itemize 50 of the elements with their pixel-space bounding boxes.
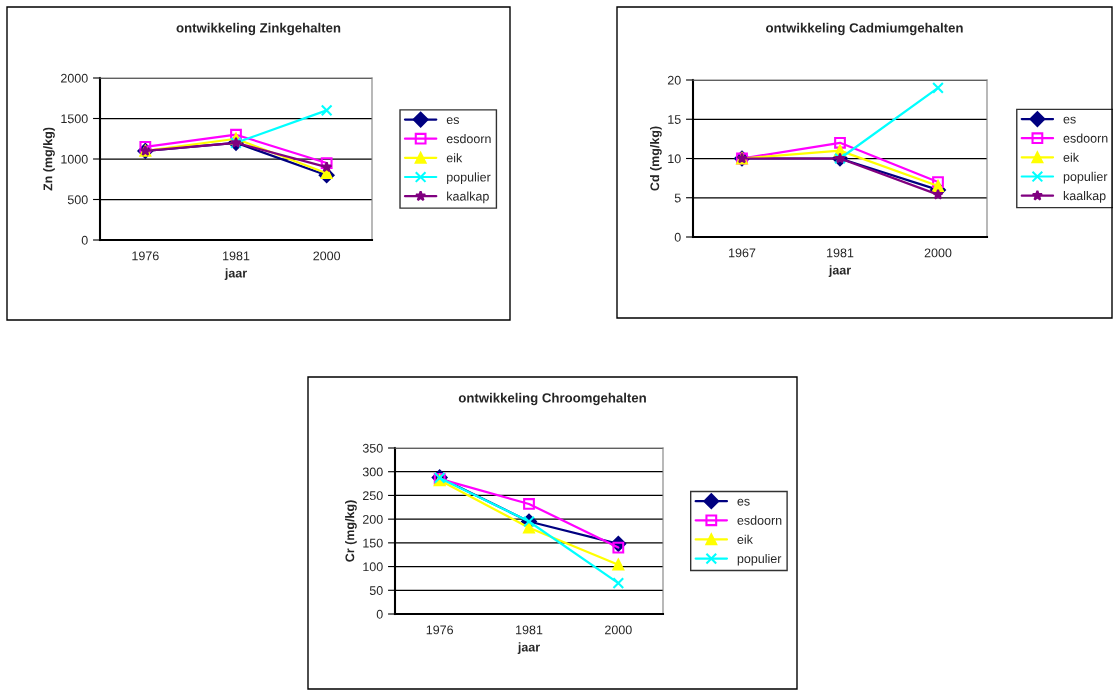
- y-tick-label: 350: [362, 443, 383, 453]
- x-tick-label: 1981: [223, 251, 250, 261]
- x-axis-title: jaar: [828, 265, 851, 277]
- y-tick-label: 500: [67, 195, 88, 205]
- x-axis-title: jaar: [517, 642, 540, 654]
- legend-label: eik: [737, 534, 753, 544]
- x-tick-label: 1976: [132, 251, 159, 261]
- legend-label: kaalkap: [447, 191, 489, 204]
- y-axis-title: Cd (mg/kg): [650, 126, 662, 191]
- y-tick-label: 200: [362, 514, 383, 524]
- legend-label: es: [446, 117, 460, 125]
- y-tick-label: 0: [674, 232, 681, 242]
- x-axis-title: jaar: [224, 268, 247, 280]
- x-tick-label: 1981: [827, 248, 854, 258]
- legend-label: es: [737, 498, 750, 506]
- x-tick-label: 2000: [924, 248, 952, 258]
- legend-label: es: [1063, 116, 1076, 124]
- y-tick-label: 50: [369, 586, 383, 595]
- y-axis-title: Zn (mg/kg): [43, 127, 55, 191]
- legend-label: esdoorn: [737, 515, 782, 525]
- y-tick-label: 20: [667, 75, 681, 85]
- y-tick-label: 15: [668, 115, 681, 124]
- y-tick-label: 0: [81, 235, 88, 245]
- y-tick-label: 1500: [61, 114, 88, 124]
- x-tick-label: 2000: [313, 251, 341, 261]
- x-tick-label: 1976: [426, 625, 454, 635]
- x-tick-label: 1967: [729, 248, 756, 258]
- y-tick-label: 0: [376, 609, 383, 619]
- chart-title: ontwikkeling Cadmiumgehalten: [766, 22, 963, 36]
- y-tick-label: 2000: [61, 73, 88, 83]
- legend-label: esdoorn: [446, 134, 491, 144]
- legend-label: kaalkap: [1063, 190, 1106, 203]
- legend-label: populier: [737, 553, 782, 566]
- y-tick-label: 10: [668, 154, 681, 164]
- legend-label: populier: [1063, 171, 1108, 184]
- y-tick-label: 1000: [61, 154, 88, 164]
- legend-label: eik: [1063, 152, 1080, 162]
- legend-label: eik: [446, 153, 463, 163]
- y-tick-label: 5: [674, 193, 681, 203]
- chart-title: ontwikkeling Zinkgehalten: [176, 22, 341, 36]
- x-tick-label: 2000: [605, 625, 632, 635]
- y-tick-label: 300: [362, 467, 383, 477]
- y-tick-label: 150: [363, 538, 383, 548]
- x-tick-label: 1981: [516, 625, 543, 635]
- y-tick-label: 100: [363, 562, 383, 572]
- legend-label: esdoorn: [1063, 133, 1108, 143]
- legend-label: populier: [447, 172, 491, 184]
- y-axis-title: Cr (mg/kg): [345, 500, 357, 562]
- y-tick-label: 250: [362, 491, 383, 501]
- chart-title: ontwikkeling Chroomgehalten: [458, 392, 646, 406]
